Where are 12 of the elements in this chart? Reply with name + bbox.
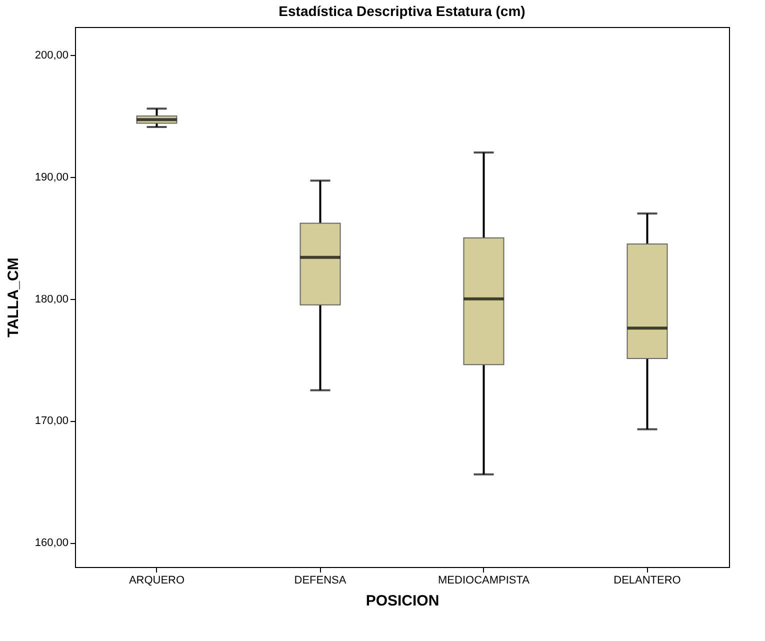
chart-title: Estadística Descriptiva Estatura (cm): [278, 3, 526, 19]
y-tick-label: 160,00: [34, 537, 68, 550]
x-tick-label: DELANTERO: [614, 574, 682, 586]
y-tick-label: 190,00: [34, 171, 68, 184]
x-axis-title: POSICION: [366, 592, 440, 610]
x-tick-label: ARQUERO: [128, 574, 185, 586]
y-tick-label: 170,00: [34, 415, 68, 428]
y-tick-label: 180,00: [34, 293, 68, 306]
y-tick-label: 200,00: [34, 50, 68, 62]
y-axis-title: TALLA_CM: [4, 258, 22, 338]
x-tick-label: DEFENSA: [294, 574, 347, 586]
x-tick-label: MEDIOCAMPISTA: [438, 574, 530, 586]
